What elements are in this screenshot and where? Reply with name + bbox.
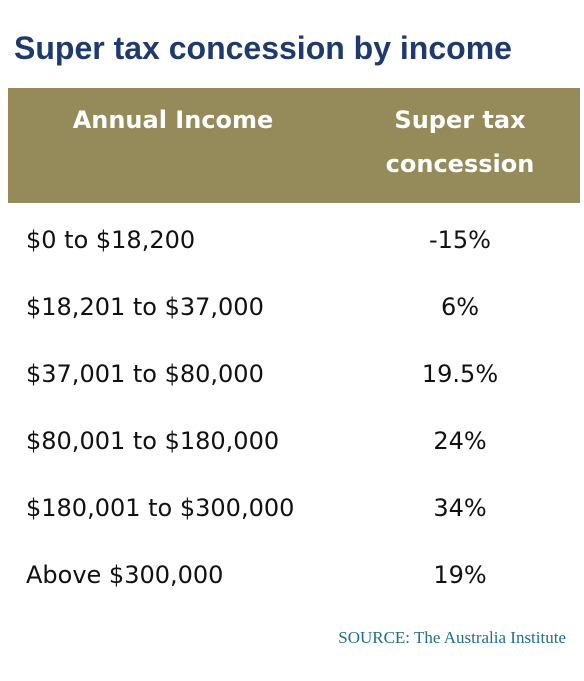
concession-value-cell: 34% bbox=[433, 494, 487, 522]
table-row: $180,001 to $300,000 34% bbox=[0, 488, 584, 528]
table-row: $18,201 to $37,000 6% bbox=[0, 287, 584, 327]
column-header-concession-line-2: concession bbox=[385, 150, 535, 178]
income-bracket-cell: $18,201 to $37,000 bbox=[26, 293, 264, 321]
income-bracket-cell: $80,001 to $180,000 bbox=[26, 427, 280, 455]
table-row: $80,001 to $180,000 24% bbox=[0, 421, 584, 461]
income-bracket-cell: Above $300,000 bbox=[26, 561, 224, 589]
column-header-concession-line-1: Super tax bbox=[394, 106, 526, 134]
table-row: $37,001 to $80,000 19.5% bbox=[0, 354, 584, 394]
income-bracket-cell: $37,001 to $80,000 bbox=[26, 360, 264, 388]
column-header-annual-income-text: Annual Income bbox=[72, 106, 274, 134]
concession-value-cell: 19.5% bbox=[421, 360, 499, 388]
income-bracket-cell: $0 to $18,200 bbox=[26, 226, 196, 254]
concession-value-cell: 24% bbox=[433, 427, 487, 455]
column-header-annual-income: Annual Income bbox=[48, 98, 298, 142]
concession-value-cell: 19% bbox=[433, 561, 487, 589]
table-header-band bbox=[8, 88, 580, 203]
concession-value-cell: -15% bbox=[428, 226, 491, 254]
column-header-super-tax-concession: Super tax concession bbox=[360, 98, 560, 186]
concession-value-cell: 6% bbox=[440, 293, 480, 321]
chart-title: Super tax concession by income bbox=[14, 30, 512, 66]
income-bracket-cell: $180,001 to $300,000 bbox=[26, 494, 295, 522]
table-row: Above $300,000 19% bbox=[0, 555, 584, 595]
table-row: $0 to $18,200 -15% bbox=[0, 220, 584, 260]
source-note: SOURCE: The Australia Institute bbox=[338, 628, 566, 647]
